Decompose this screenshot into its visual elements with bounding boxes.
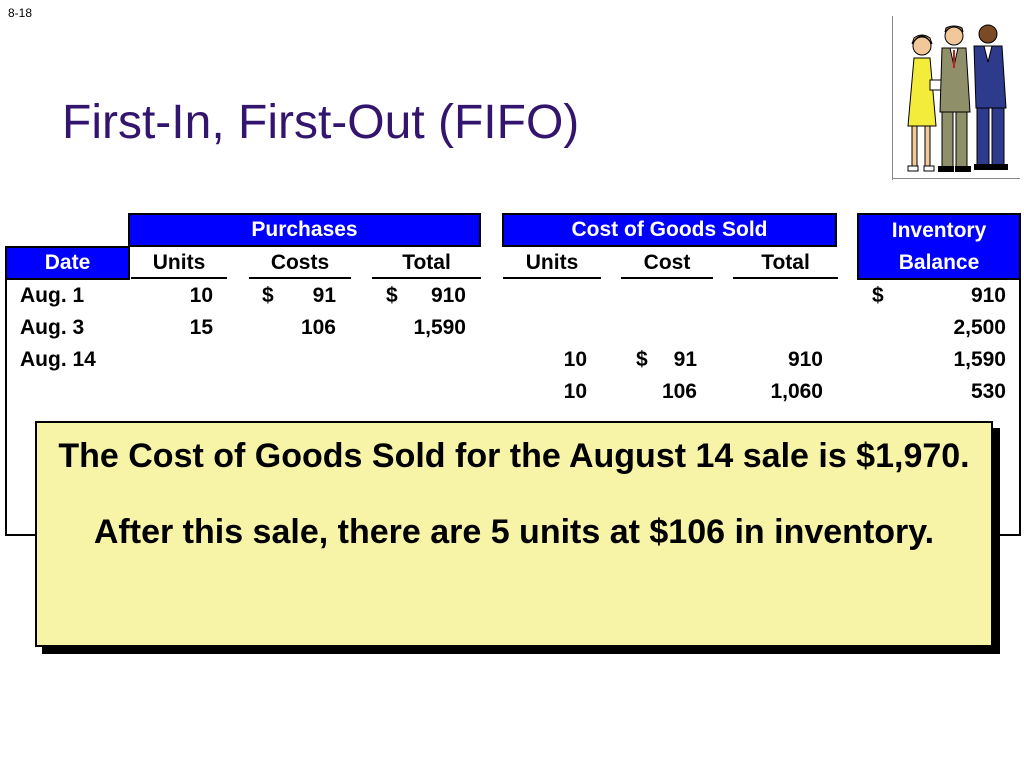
inventory-header-line2: Balance: [898, 250, 980, 274]
purchases-costs-header: Costs: [249, 249, 351, 279]
row1-purchase-total: 910: [430, 284, 466, 307]
row2-date: Aug. 3: [20, 316, 85, 339]
row3-cogs-cost-currency: $: [636, 348, 648, 371]
cogs-header: Cost of Goods Sold: [502, 213, 837, 247]
row4-cogs-units: 10: [563, 380, 587, 403]
row1-date: Aug. 1: [20, 284, 85, 307]
row1-purchase-cost: 91: [312, 284, 336, 307]
row2-purchase-cost: 106: [300, 316, 336, 339]
row3-balance: 1,590: [953, 348, 1006, 371]
row2-purchase-total: 1,590: [413, 316, 466, 339]
row1-balance: 910: [970, 284, 1006, 307]
row3-cogs-units: 10: [563, 348, 587, 371]
clipart-frame-line: [892, 16, 893, 180]
callout-cogs-text: The Cost of Goods Sold for the August 14…: [58, 437, 970, 475]
slide-title: First-In, First-Out (FIFO): [62, 96, 580, 149]
row4-cogs-total: 1,060: [770, 380, 823, 403]
row3-date: Aug. 14: [20, 348, 96, 371]
purchases-total-header: Total: [372, 249, 481, 279]
row4-balance: 530: [970, 380, 1006, 403]
callout-box: The Cost of Goods Sold for the August 14…: [35, 421, 993, 647]
row1-purchase-units: 10: [189, 284, 213, 307]
business-people-clipart: [907, 24, 1008, 172]
inventory-header-line1: Inventory: [891, 218, 987, 242]
row1-balance-currency: $: [872, 284, 884, 307]
purchases-units-header: Units: [131, 249, 227, 279]
date-header: Date: [5, 246, 130, 280]
clipart-base-line: [892, 178, 1020, 179]
row2-purchase-units: 15: [189, 316, 213, 339]
purchases-header: Purchases: [128, 213, 481, 247]
cogs-cost-header: Cost: [621, 249, 713, 279]
row4-cogs-cost: 106: [661, 380, 697, 403]
row2-balance: 2,500: [953, 316, 1006, 339]
inventory-balance-header: Inventory Balance: [857, 213, 1021, 280]
row1-purchase-cost-currency: $: [262, 284, 274, 307]
callout-inventory-text: After this sale, there are 5 units at $1…: [93, 513, 935, 551]
row3-cogs-total: 910: [787, 348, 823, 371]
cogs-total-header: Total: [733, 249, 838, 279]
row3-cogs-cost: 91: [673, 348, 697, 371]
row1-purchase-total-currency: $: [386, 284, 398, 307]
slide-number: 8-18: [8, 6, 33, 20]
cogs-units-header: Units: [503, 249, 601, 279]
